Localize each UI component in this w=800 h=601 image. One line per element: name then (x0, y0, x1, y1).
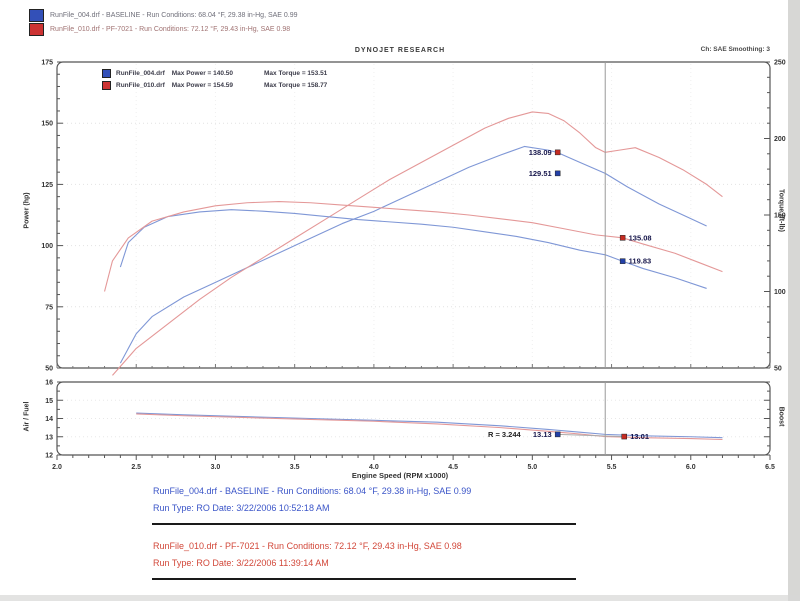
header-run-baseline: RunFile_004.drf - BASELINE - Run Conditi… (29, 9, 298, 22)
curve-runfile-004-drf-torque (119, 209, 707, 289)
legend-file: RunFile_004.drf (116, 69, 165, 77)
torque-tick-label: 200 (774, 136, 786, 143)
afr-tick-label: 15 (45, 398, 53, 405)
torque-tick-label: 100 (774, 289, 786, 296)
afr-tick-label: 14 (45, 416, 53, 423)
afr-tick-label: 12 (45, 453, 53, 460)
scan-edge-bottom (0, 595, 800, 601)
red-run-swatch-icon (29, 23, 44, 36)
main-chart-frame (56, 61, 771, 369)
dynojet-research-title: DYNOJET RESEARCH (354, 47, 446, 54)
footer-baseline-conditions: RunFile_004.drf - BASELINE - Run Conditi… (153, 486, 472, 496)
smoothing-setting: Ch: SAE Smoothing: 3 (700, 46, 770, 53)
afr-tick-label: 16 (45, 380, 53, 387)
rpm-tick-label: 3.5 (290, 464, 300, 471)
torque-tick-label: 50 (774, 366, 782, 373)
header-run-label: RunFile_004.drf - BASELINE - Run Conditi… (50, 11, 298, 19)
ratio-annotation: R = 3.244 (488, 430, 522, 439)
point-marker (554, 431, 561, 438)
afr-point-label: 13.13 (533, 430, 552, 439)
legend-max-power: Max Power = 140.50 (171, 69, 234, 77)
red-series-swatch-icon (102, 80, 111, 90)
footer-pf7021-runtype: Run Type: RO Date: 3/22/2006 11:39:14 AM (153, 558, 329, 568)
curve-runfile-010-drf-air-fuel (136, 413, 723, 441)
legend-row-baseline: RunFile_004.drf Max Power = 140.50 Max T… (102, 67, 327, 79)
footer-baseline-runtype: Run Type: RO Date: 3/22/2006 10:52:18 AM (153, 503, 330, 513)
curve-runfile-004-drf-power (119, 145, 707, 364)
point-label: 135.08 (629, 233, 652, 242)
rpm-tick-label: 3.0 (211, 464, 221, 471)
engine-speed-axis-label: Engine Speed (RPM x1000) (351, 471, 449, 480)
afr-point-label: 13.01 (630, 432, 649, 441)
torque-tick-label: 150 (774, 213, 786, 220)
point-marker (621, 433, 627, 440)
header-run-list: RunFile_004.drf - BASELINE - Run Conditi… (29, 9, 298, 36)
legend-row-pf7021: RunFile_010.drf Max Power = 154.59 Max T… (102, 79, 327, 91)
point-marker (619, 235, 626, 241)
header-run-label: RunFile_010.drf - PF-7021 - Run Conditio… (50, 25, 291, 33)
footer-divider (152, 523, 576, 525)
boost-axis-label: Boost (777, 406, 785, 427)
readout-connector (557, 433, 625, 438)
curve-runfile-010-drf-torque (104, 200, 723, 292)
footer-divider (152, 578, 576, 580)
air-fuel-axis-label: Air / Fuel (23, 401, 31, 432)
point-marker (554, 149, 561, 156)
legend-max-torque: Max Torque = 153.51 (264, 69, 328, 77)
power-tick-label: 175 (41, 60, 53, 67)
rpm-tick-label: 6.5 (765, 464, 775, 471)
header-run-pf7021: RunFile_010.drf - PF-7021 - Run Conditio… (29, 23, 298, 36)
scan-edge-right (788, 0, 800, 601)
legend-max-power: Max Power = 154.59 (171, 81, 234, 89)
point-marker (619, 258, 626, 264)
blue-series-swatch-icon (102, 68, 111, 78)
torque-axis-label: Torque (ft-lb) (777, 188, 785, 233)
afr-tick-label: 13 (45, 434, 53, 441)
power-axis-label: Power (hp) (23, 192, 31, 229)
chart-legend: RunFile_004.drf Max Power = 140.50 Max T… (102, 67, 327, 91)
rpm-tick-label: 5.5 (607, 464, 617, 471)
power-tick-label: 125 (41, 182, 53, 189)
point-label: 119.83 (629, 257, 652, 266)
rpm-tick-label: 2.0 (52, 464, 62, 471)
blue-run-swatch-icon (29, 9, 44, 22)
rpm-tick-label: 4.0 (369, 464, 379, 471)
legend-max-torque: Max Torque = 158.77 (264, 81, 328, 89)
curve-runfile-004-drf-air-fuel (136, 412, 723, 439)
power-tick-label: 75 (45, 304, 53, 311)
point-label: 138.09 (529, 148, 552, 157)
curve-runfile-010-drf-power (112, 111, 723, 376)
point-marker (554, 170, 561, 177)
torque-tick-label: 250 (774, 60, 786, 67)
rpm-tick-label: 6.0 (686, 464, 696, 471)
power-tick-label: 150 (41, 121, 53, 128)
rpm-tick-label: 2.5 (131, 464, 141, 471)
point-label: 129.51 (529, 169, 552, 178)
power-tick-label: 100 (41, 243, 53, 250)
rpm-tick-label: 5.0 (527, 464, 537, 471)
dyno-chart-canvas: 50 75 100 125 150 175 50 100 150 200 250 12 13 14 15 16… (41, 60, 786, 472)
footer-pf7021-conditions: RunFile_010.drf - PF-7021 - Run Conditio… (153, 541, 462, 551)
rpm-tick-label: 4.5 (448, 464, 458, 471)
power-tick-label: 50 (45, 366, 53, 373)
legend-file: RunFile_010.drf (116, 81, 165, 89)
